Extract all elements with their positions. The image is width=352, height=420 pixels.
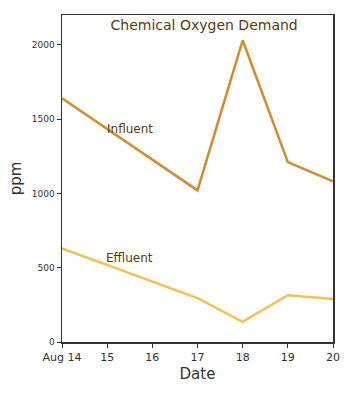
svg-text:15: 15	[100, 351, 114, 364]
svg-text:ppm: ppm	[7, 162, 25, 196]
svg-text:20: 20	[326, 351, 340, 364]
svg-text:500: 500	[38, 263, 55, 273]
svg-text:16: 16	[145, 351, 159, 364]
svg-text:1500: 1500	[32, 114, 55, 124]
svg-text:17: 17	[191, 351, 205, 364]
svg-text:1000: 1000	[32, 189, 55, 199]
svg-text:Aug 14: Aug 14	[43, 351, 82, 364]
svg-text:Chemical Oxygen Demand: Chemical Oxygen Demand	[111, 17, 298, 33]
svg-text:Effluent: Effluent	[106, 251, 153, 265]
svg-text:Date: Date	[180, 365, 216, 383]
svg-text:0: 0	[49, 337, 55, 347]
svg-text:Influent: Influent	[107, 122, 153, 136]
svg-text:2000: 2000	[32, 40, 55, 50]
svg-text:19: 19	[281, 351, 295, 364]
svg-text:18: 18	[236, 351, 250, 364]
